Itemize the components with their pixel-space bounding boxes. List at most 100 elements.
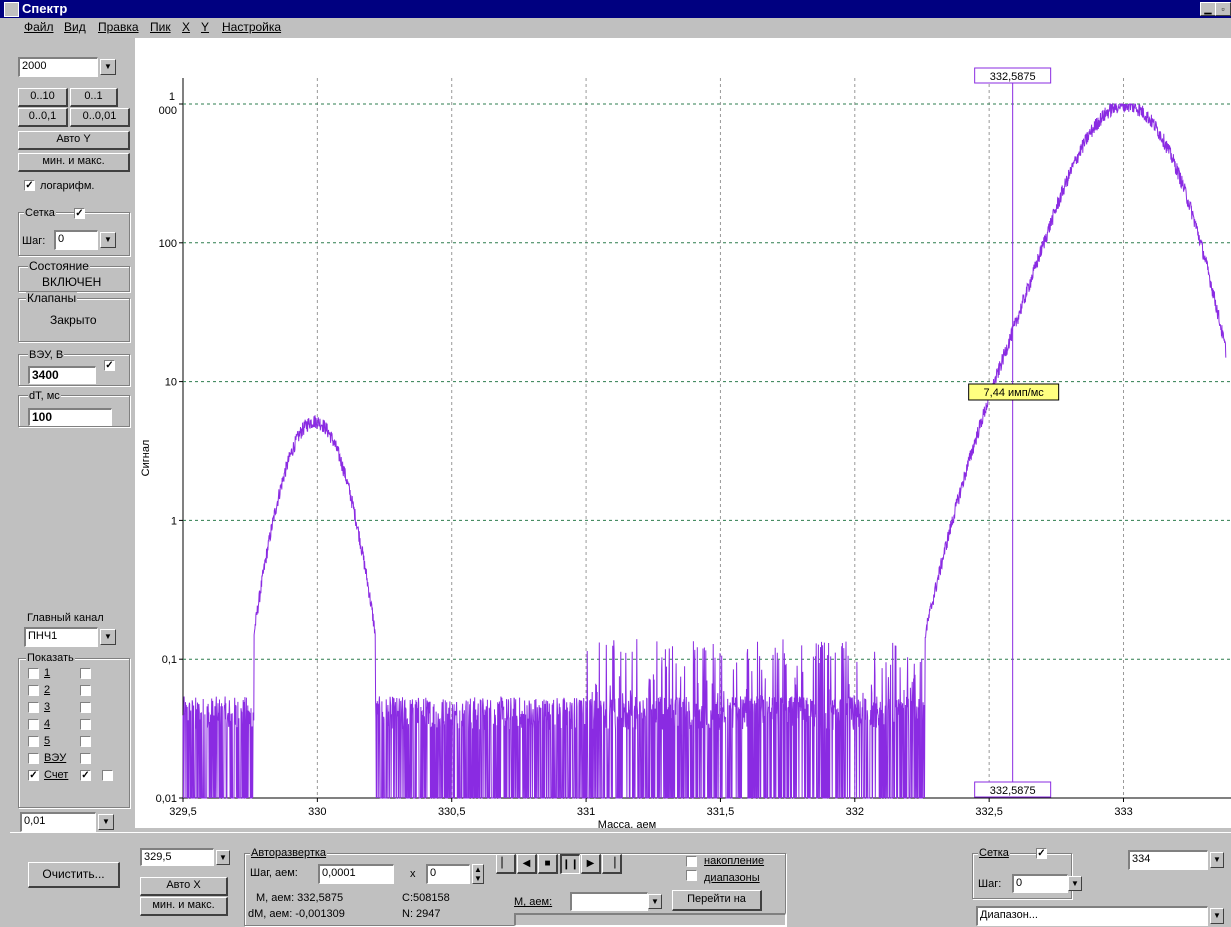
menu-x[interactable]: X	[182, 20, 191, 34]
mass-select-dropdown-icon[interactable]: ▼	[648, 894, 662, 909]
grid-label: Сетка	[24, 207, 56, 219]
bottom-grid-checkbox[interactable]: ✓	[1036, 848, 1047, 859]
x-tick-label: 330	[308, 806, 326, 818]
show-checkbox-7[interactable]: ✓	[28, 770, 39, 781]
scan-step-input[interactable]: 0,0001	[318, 864, 394, 884]
multiplier-input[interactable]: 0	[426, 864, 470, 884]
bottom-panel	[10, 832, 1231, 927]
show-checkbox-secondary-4[interactable]	[80, 719, 91, 730]
show-checkbox-secondary-5[interactable]	[80, 736, 91, 747]
step-select[interactable]: 0	[54, 230, 98, 250]
x-axis-label: Масса, аем	[598, 819, 656, 828]
x-max-select[interactable]: 334	[1128, 850, 1208, 870]
main-channel-select[interactable]: ПНЧ1	[24, 627, 98, 647]
menu-file[interactable]: Файл	[24, 20, 54, 34]
ranges-checkbox[interactable]	[686, 870, 697, 881]
bottom-grid-step-dropdown-icon[interactable]: ▼	[1068, 876, 1082, 891]
veu-checkbox[interactable]: ✓	[104, 360, 115, 371]
grid-checkbox[interactable]: ✓	[74, 208, 85, 219]
clear-button[interactable]: Очистить...	[28, 862, 120, 888]
main-channel-label: Главный канал	[26, 612, 105, 624]
show-checkbox-5[interactable]	[28, 736, 39, 747]
scan-progress	[514, 913, 786, 926]
veu-input[interactable]: 3400	[28, 366, 96, 384]
menu-peak[interactable]: Пик	[150, 20, 171, 34]
show-checkbox-3[interactable]	[28, 702, 39, 713]
y-tick-label: 10	[165, 377, 177, 389]
x-tick-label: 332	[846, 806, 864, 818]
play-icon[interactable]: ▶	[581, 854, 601, 874]
range-0-10-button[interactable]: 0..10	[18, 88, 68, 107]
goto-end-icon[interactable]: ▕	[602, 854, 622, 874]
tooltip-label: 7,44 имп/мс	[984, 387, 1045, 399]
mass-readout: М, аем: 332,5875	[256, 892, 344, 904]
show-group	[18, 658, 130, 808]
pause-icon[interactable]: ❙❙	[560, 854, 580, 874]
goto-button[interactable]: Перейти на	[672, 890, 762, 911]
show-checkbox-tertiary[interactable]	[102, 770, 113, 781]
range-dropdown-icon[interactable]: ▼	[1210, 908, 1224, 924]
show-label-7: Счет	[44, 769, 69, 781]
tooltip-box	[968, 383, 1060, 401]
x-min-dropdown-icon[interactable]: ▼	[216, 850, 230, 865]
show-checkbox-4[interactable]	[28, 719, 39, 730]
y-max-dropdown-icon[interactable]: ▼	[100, 59, 116, 75]
restore-button[interactable]: ▫	[1215, 2, 1231, 16]
show-checkbox-secondary-3[interactable]	[80, 702, 91, 713]
show-checkbox-secondary-7[interactable]: ✓	[80, 770, 91, 781]
accumulate-checkbox[interactable]	[686, 856, 697, 867]
x-tick-label: 333	[1114, 806, 1132, 818]
mass-select[interactable]	[570, 892, 648, 911]
y-min-select[interactable]: 0,01	[20, 812, 96, 832]
range-select[interactable]: Диапазон...	[976, 906, 1208, 926]
menu-bar: Файл Вид Правка Пик X Y Настройка	[0, 18, 1231, 36]
range-0-01-button[interactable]: 0..0,1	[18, 108, 68, 127]
show-label-3: 3	[44, 701, 51, 713]
menu-settings[interactable]: Настройка	[222, 20, 282, 34]
app-icon	[4, 2, 19, 17]
show-label: Показать	[26, 652, 75, 664]
auto-y-button[interactable]: Авто Y	[18, 131, 130, 150]
multiplier-spinner[interactable]: ▲ ▼	[472, 864, 484, 884]
step-back-icon[interactable]: ◀	[517, 854, 537, 874]
cursor-top-box	[974, 67, 1052, 84]
x-tick-label: 331,5	[707, 806, 735, 818]
x-tick-label: 331	[577, 806, 595, 818]
show-label-5: 5	[44, 735, 51, 747]
plot-area[interactable]: 329,5 330 330,5 331 331,5 332 332,5 333 0,01 0,1 1…	[135, 38, 1231, 828]
y-min-dropdown-icon[interactable]: ▼	[98, 814, 114, 830]
range-0-1-button[interactable]: 0..1	[70, 88, 118, 107]
minmax-x-button[interactable]: мин. и макс.	[140, 897, 228, 916]
main-channel-dropdown-icon[interactable]: ▼	[100, 629, 116, 645]
spectrum-chart[interactable]: 329,5 330 330,5 331 331,5 332 332,5 333 0,01 0,1 1…	[135, 38, 1231, 828]
delta-mass-readout: dM, аем: -0,001309	[248, 908, 345, 920]
range-0-001-button[interactable]: 0..0,01	[70, 108, 130, 127]
dt-input[interactable]: 100	[28, 408, 112, 426]
show-checkbox-secondary-1[interactable]	[80, 668, 91, 679]
show-checkbox-secondary-2[interactable]	[80, 685, 91, 696]
show-checkbox-1[interactable]	[28, 668, 39, 679]
goto-start-icon[interactable]: ▏	[496, 854, 516, 874]
menu-view[interactable]: Вид	[64, 20, 86, 34]
y-tick-label: 0,1	[162, 654, 177, 666]
auto-x-button[interactable]: Авто X	[140, 877, 228, 896]
x-min-select[interactable]: 329,5	[140, 848, 214, 866]
minmax-y-button[interactable]: мин. и макс.	[18, 153, 130, 172]
log-checkbox[interactable]: ✓	[24, 180, 35, 191]
x-max-dropdown-icon[interactable]: ▼	[1210, 852, 1224, 868]
show-checkbox-6[interactable]	[28, 753, 39, 764]
minimize-button[interactable]: ▁	[1200, 2, 1216, 16]
menu-edit[interactable]: Правка	[98, 20, 139, 34]
y-tick-label: 1	[169, 91, 175, 103]
veu-label: ВЭУ, В	[28, 349, 65, 361]
step-dropdown-icon[interactable]: ▼	[100, 232, 116, 248]
menu-y[interactable]: Y	[201, 20, 210, 34]
y-tick-label: 000	[159, 105, 177, 117]
y-tick-label: 100	[159, 238, 177, 250]
show-checkbox-secondary-6[interactable]	[80, 753, 91, 764]
y-max-select[interactable]: 2000	[18, 57, 98, 77]
show-checkbox-2[interactable]	[28, 685, 39, 696]
cursor-bottom-box	[974, 781, 1052, 798]
bottom-grid-step-select[interactable]: 0	[1012, 874, 1068, 893]
stop-icon[interactable]: ■	[538, 854, 558, 874]
